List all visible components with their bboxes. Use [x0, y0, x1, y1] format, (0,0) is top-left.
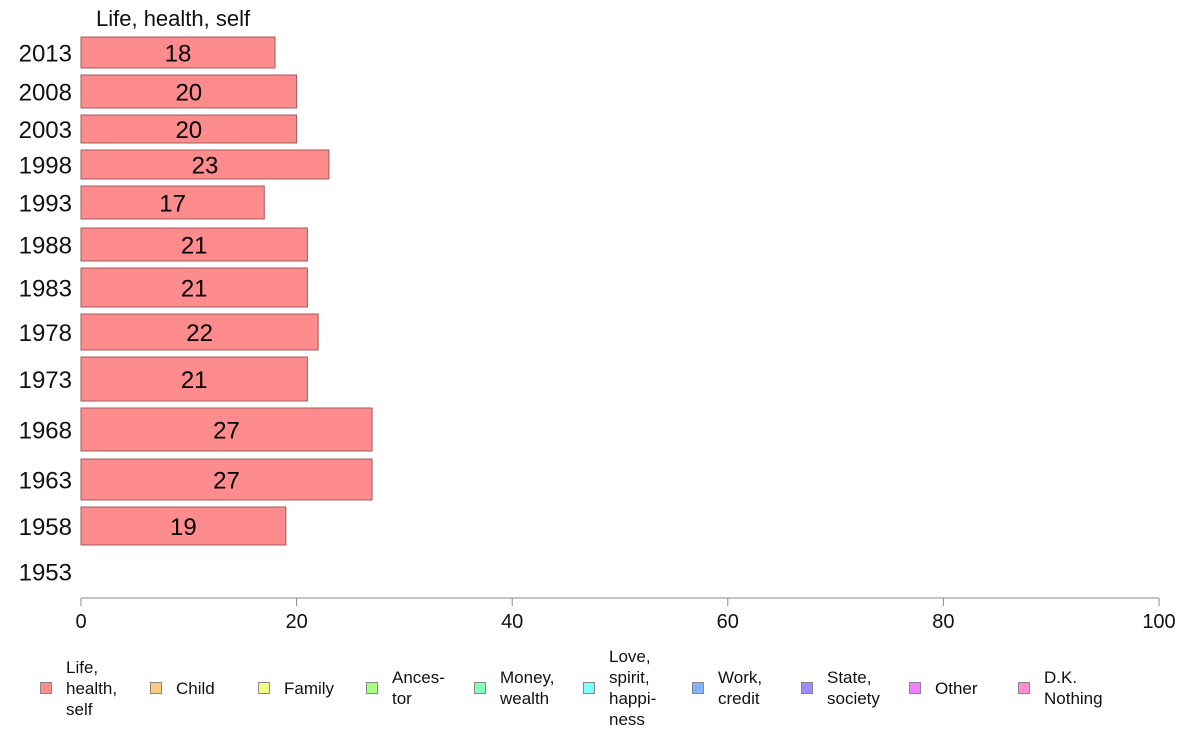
- legend-item: Life, health, self: [40, 640, 117, 736]
- bar-data-label: 18: [165, 41, 192, 68]
- legend-item: State, society: [801, 640, 880, 736]
- legend-item: Family: [258, 640, 334, 736]
- legend-label: Money, wealth: [500, 668, 555, 708]
- legend: Life, health, self Child Family Ances- tor M…: [0, 640, 1188, 736]
- bar: [80, 506, 287, 546]
- legend-swatch-icon: [909, 682, 921, 694]
- bar-data-label: 17: [159, 191, 186, 218]
- y-tick-label: 1958: [19, 514, 72, 541]
- bar: [80, 407, 373, 452]
- bar-data-label: 20: [175, 117, 202, 144]
- bar: [80, 74, 298, 109]
- legend-item: Ances- tor: [366, 640, 445, 736]
- bar-data-label: 22: [186, 320, 213, 347]
- legend-label: D.K. Nothing: [1044, 668, 1103, 708]
- legend-swatch-icon: [692, 682, 704, 694]
- x-tick-label: 80: [932, 611, 954, 633]
- legend-swatch-icon: [1018, 682, 1030, 694]
- bar-data-label: 23: [192, 153, 219, 180]
- x-tick-label: 20: [285, 611, 307, 633]
- bar: [80, 267, 308, 308]
- legend-item: Love, spirit, happi- ness: [583, 640, 656, 736]
- legend-swatch-icon: [40, 682, 52, 694]
- legend-item: Work, credit: [692, 640, 762, 736]
- legend-item: Other: [909, 640, 978, 736]
- bar: [80, 356, 308, 402]
- legend-swatch-icon: [801, 682, 813, 694]
- bar-data-label: 27: [213, 418, 240, 445]
- y-tick-label: 2003: [19, 117, 72, 144]
- legend-label: State, society: [827, 668, 880, 708]
- y-tick-label: 2008: [19, 80, 72, 107]
- legend-label: Ances- tor: [392, 668, 445, 708]
- bar-data-label: 20: [175, 80, 202, 107]
- bar: [80, 114, 298, 144]
- legend-label: Child: [176, 678, 215, 698]
- y-tick-label: 1978: [19, 320, 72, 347]
- bar-data-label: 21: [181, 367, 208, 394]
- bar: [80, 149, 330, 180]
- bar-data-label: 21: [181, 233, 208, 260]
- bar-chart: Life, health, self 182020231721212221272…: [19, 6, 1176, 633]
- bar-data-label: 19: [170, 514, 197, 541]
- legend-swatch-icon: [150, 682, 162, 694]
- y-tick-label: 2013: [19, 41, 72, 68]
- legend-item: Money, wealth: [474, 640, 555, 736]
- legend-item: Child: [150, 640, 215, 736]
- legend-swatch-icon: [366, 682, 378, 694]
- legend-label: Work, credit: [718, 668, 763, 708]
- x-tick-label: 0: [75, 611, 86, 633]
- legend-swatch-icon: [474, 682, 486, 694]
- bar: [80, 227, 308, 262]
- bar: [80, 185, 265, 220]
- x-tick-label: 100: [1142, 611, 1175, 633]
- y-tick-label: 1968: [19, 418, 72, 445]
- y-tick-label: 1988: [19, 233, 72, 260]
- bar-data-label: 21: [181, 276, 208, 303]
- legend-label: Life, health, self: [66, 657, 118, 719]
- y-tick-label: 1953: [19, 560, 72, 587]
- y-tick-label: 1973: [19, 367, 72, 394]
- legend-swatch-icon: [583, 682, 595, 694]
- x-tick-label: 60: [717, 611, 739, 633]
- y-tick-label: 1963: [19, 468, 72, 495]
- y-tick-label: 1993: [19, 191, 72, 218]
- legend-label: Family: [284, 678, 335, 698]
- legend-label: Other: [935, 678, 978, 698]
- bar: [80, 313, 319, 351]
- y-tick-label: 1983: [19, 276, 72, 303]
- x-tick-label: 40: [501, 611, 523, 633]
- legend-label: Love, spirit, happi- ness: [609, 647, 657, 729]
- bar: [80, 458, 373, 501]
- legend-item: D.K. Nothing: [1018, 640, 1103, 736]
- bar-data-label: 27: [213, 468, 240, 495]
- legend-swatch-icon: [258, 682, 270, 694]
- chart-title: Life, health, self: [96, 6, 251, 31]
- y-tick-label: 1998: [19, 153, 72, 180]
- bar: [80, 36, 276, 69]
